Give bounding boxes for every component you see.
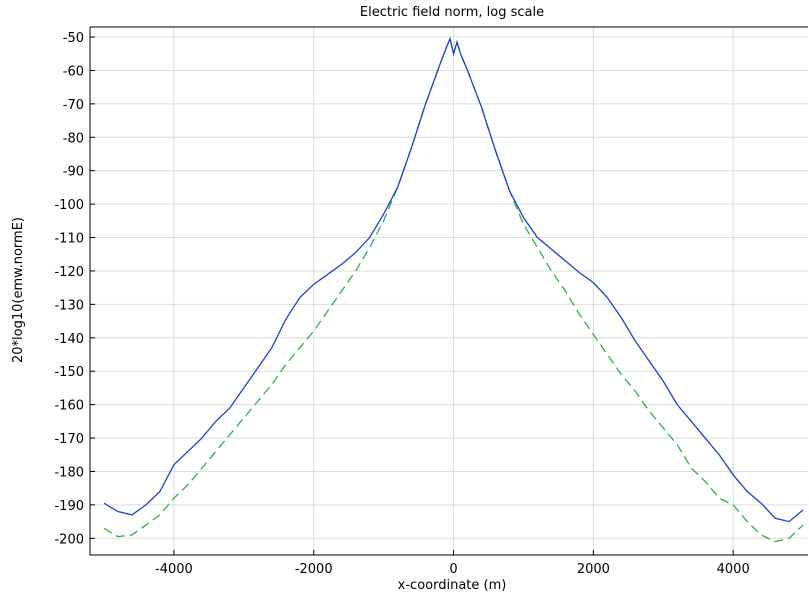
chart-title: Electric field norm, log scale [360,5,544,20]
data-line [103,36,804,523]
y-tick-label: -140 [54,332,84,347]
y-tick-label: -80 [63,131,84,146]
y-tick-label: -110 [54,232,84,247]
y-tick-label: -120 [54,265,84,280]
x-tick-label: 2000 [577,562,610,577]
y-tick-label: -50 [63,31,84,46]
y-tick-label: -160 [54,399,84,414]
y-tick-label: -100 [54,198,84,213]
y-tick-label: -190 [54,499,84,514]
y-axis-label: 20*log10(emw.normE) [11,217,26,363]
y-tick-label: -200 [54,532,84,547]
x-axis-label: x-coordinate (m) [398,578,507,593]
y-tick-label: -150 [54,365,84,380]
y-tick-label: -130 [54,298,84,313]
y-tick-label: -180 [54,465,84,480]
y-tick-label: -90 [63,165,84,180]
x-tick-label: -4000 [155,562,193,577]
x-tick-label: 0 [449,562,457,577]
x-tick-label: -2000 [295,562,333,577]
axis-frame [89,26,808,556]
y-tick-label: -170 [54,432,84,447]
y-tick-label: -70 [63,98,84,113]
x-tick-label: 4000 [717,562,750,577]
y-tick-label: -60 [63,64,84,79]
